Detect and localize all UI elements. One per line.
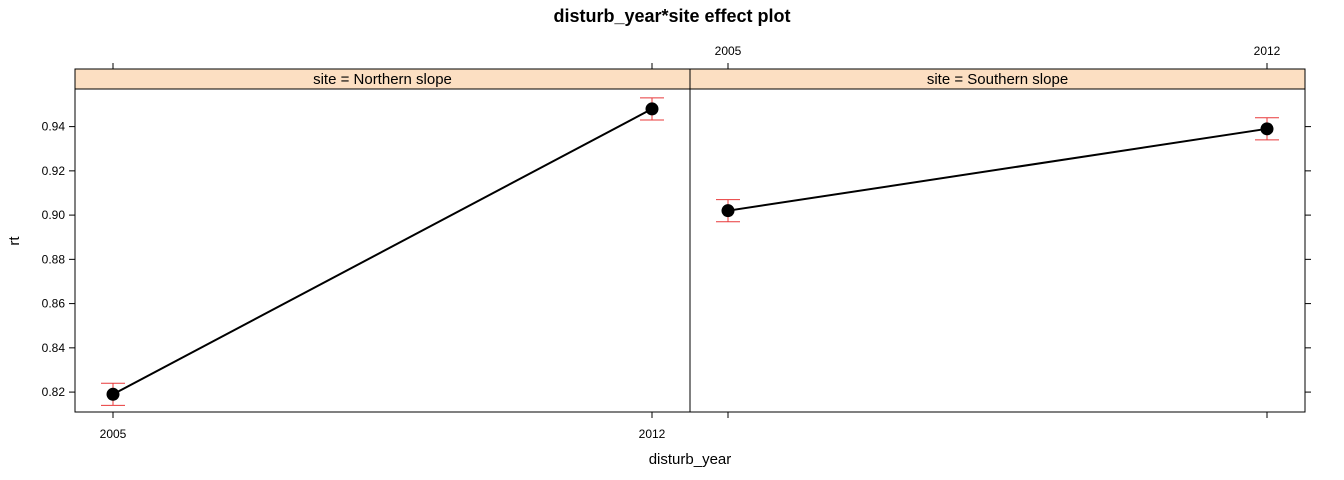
- series-line: [727, 127, 1268, 212]
- y-tick-label: 0.82: [42, 385, 66, 399]
- x-tick-label: 2005: [715, 44, 742, 58]
- y-tick-label: 0.88: [42, 252, 66, 266]
- y-tick-label: 0.94: [42, 120, 66, 134]
- x-tick-label: 2012: [639, 427, 666, 441]
- y-tick-label: 0.84: [42, 341, 66, 355]
- x-tick-label: 2005: [100, 427, 127, 441]
- data-point: [1260, 122, 1274, 136]
- series-line: [112, 108, 653, 396]
- x-axis-label: disturb_year: [649, 451, 732, 468]
- y-tick-label: 0.90: [42, 208, 66, 222]
- data-point: [645, 102, 659, 116]
- y-axis-label: rt: [6, 236, 23, 246]
- data-point: [106, 387, 120, 401]
- y-tick-label: 0.86: [42, 297, 66, 311]
- data-point: [721, 204, 735, 218]
- chart-title: disturb_year*site effect plot: [553, 6, 790, 26]
- x-tick-label: 2012: [1254, 44, 1281, 58]
- plot-area: site = Northern slope 2005 2012 site = Sout…: [42, 44, 1311, 441]
- y-tick-label: 0.92: [42, 164, 66, 178]
- strip-label: site = Northern slope: [313, 71, 452, 88]
- strip-label: site = Southern slope: [927, 71, 1068, 88]
- panel-strip: [689, 68, 1306, 90]
